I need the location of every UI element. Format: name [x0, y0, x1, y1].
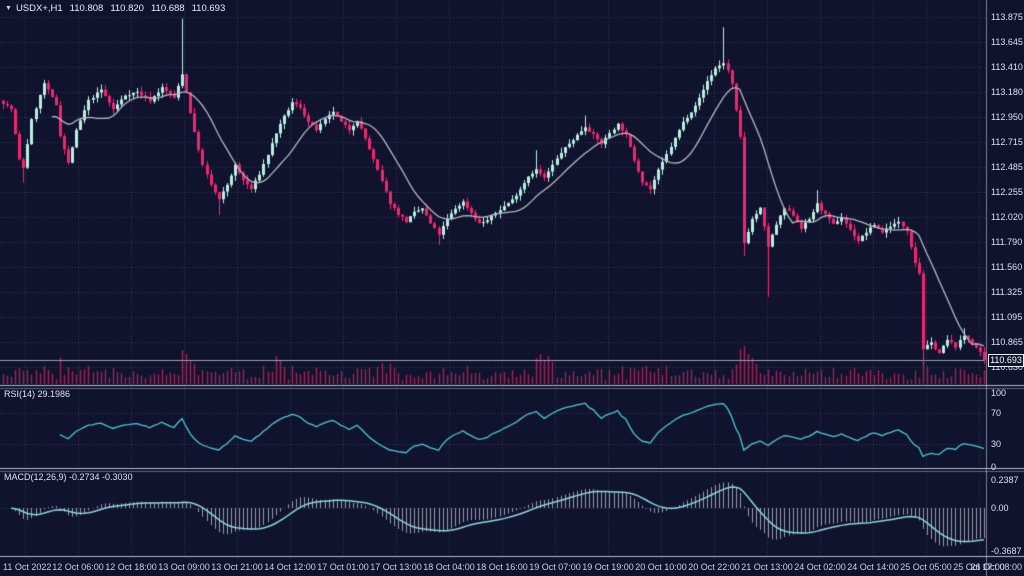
- time-axis-label: 24 Oct 14:00: [847, 562, 899, 572]
- price-axis-label: 113.645: [991, 37, 1023, 47]
- symbol-timeframe-label: USDX+,H1: [15, 3, 63, 14]
- price-axis-label: 112.485: [991, 162, 1023, 172]
- rsi-axis-label: 100: [991, 388, 1007, 398]
- macd-indicator-label: MACD(12,26,9) -0.2734 -0.3030: [4, 472, 133, 482]
- time-axis-label: 13 Oct 09:00: [158, 562, 210, 572]
- price-axis-label: 113.180: [991, 87, 1023, 97]
- time-axis-label: 19 Oct 07:00: [529, 562, 581, 572]
- time-axis-label: 18 Oct 04:00: [423, 562, 475, 572]
- rsi-axis-label: 30: [991, 439, 1002, 449]
- macd-axis-label: 0.2387: [991, 475, 1019, 485]
- price-axis-label: 113.410: [991, 62, 1023, 72]
- time-axis-label: 25 Oct 17:00: [953, 562, 1005, 572]
- current-price-tag: 110.693: [988, 354, 1024, 367]
- rsi-axis-label: 0: [991, 462, 997, 472]
- price-axis-label: 112.020: [991, 212, 1023, 222]
- time-axis-label: 17 Oct 01:00: [317, 562, 369, 572]
- price-axis-label: 112.950: [991, 112, 1023, 122]
- ohlc-close: 110.693: [191, 3, 226, 14]
- chevron-down-icon[interactable]: ▼: [5, 5, 12, 12]
- time-axis-label: 21 Oct 13:00: [741, 562, 793, 572]
- price-axis-label: 111.095: [991, 312, 1023, 322]
- time-axis-label: 25 Oct 05:00: [900, 562, 952, 572]
- macd-axis-label: -0.3687: [991, 546, 1022, 556]
- price-axis-label: 111.790: [991, 237, 1023, 247]
- time-axis-label: 13 Oct 21:00: [211, 562, 263, 572]
- macd-axis-label: 0.00: [991, 503, 1009, 513]
- time-axis-label: 17 Oct 13:00: [370, 562, 422, 572]
- time-axis-label: 11 Oct 2022: [3, 562, 52, 572]
- price-axis-label: 113.875: [991, 12, 1023, 22]
- time-axis-label: 12 Oct 18:00: [105, 562, 157, 572]
- price-axis-label: 111.560: [991, 262, 1023, 272]
- ohlc-high: 110.820: [110, 3, 144, 14]
- time-axis-label: 14 Oct 12:00: [264, 562, 316, 572]
- price-axis-label: 111.325: [991, 287, 1023, 297]
- price-axis-label: 110.630: [991, 362, 1023, 372]
- ohlc-open: 110.808: [69, 3, 104, 14]
- ohlc-low: 110.688: [150, 3, 185, 14]
- time-axis-label: 20 Oct 22:00: [688, 562, 740, 572]
- time-axis-label: 18 Oct 16:00: [476, 562, 528, 572]
- symbol-header: ▼ USDX+,H1 110.808 110.820 110.688 110.693: [5, 3, 225, 14]
- time-axis-label: 20 Oct 10:00: [635, 562, 687, 572]
- time-axis-label: 19 Oct 19:00: [582, 562, 634, 572]
- price-axis-label: 112.255: [991, 187, 1023, 197]
- rsi-axis-label: 70: [991, 408, 1002, 418]
- price-axis-label: 112.715: [991, 137, 1023, 147]
- price-axis-label: 110.865: [991, 337, 1023, 347]
- time-axis-label: 12 Oct 06:00: [52, 562, 104, 572]
- time-axis-label: 24 Oct 02:00: [794, 562, 846, 572]
- rsi-indicator-label: RSI(14) 29.1986: [4, 389, 71, 399]
- time-axis-label: 26 Oct 08:00: [970, 562, 1022, 572]
